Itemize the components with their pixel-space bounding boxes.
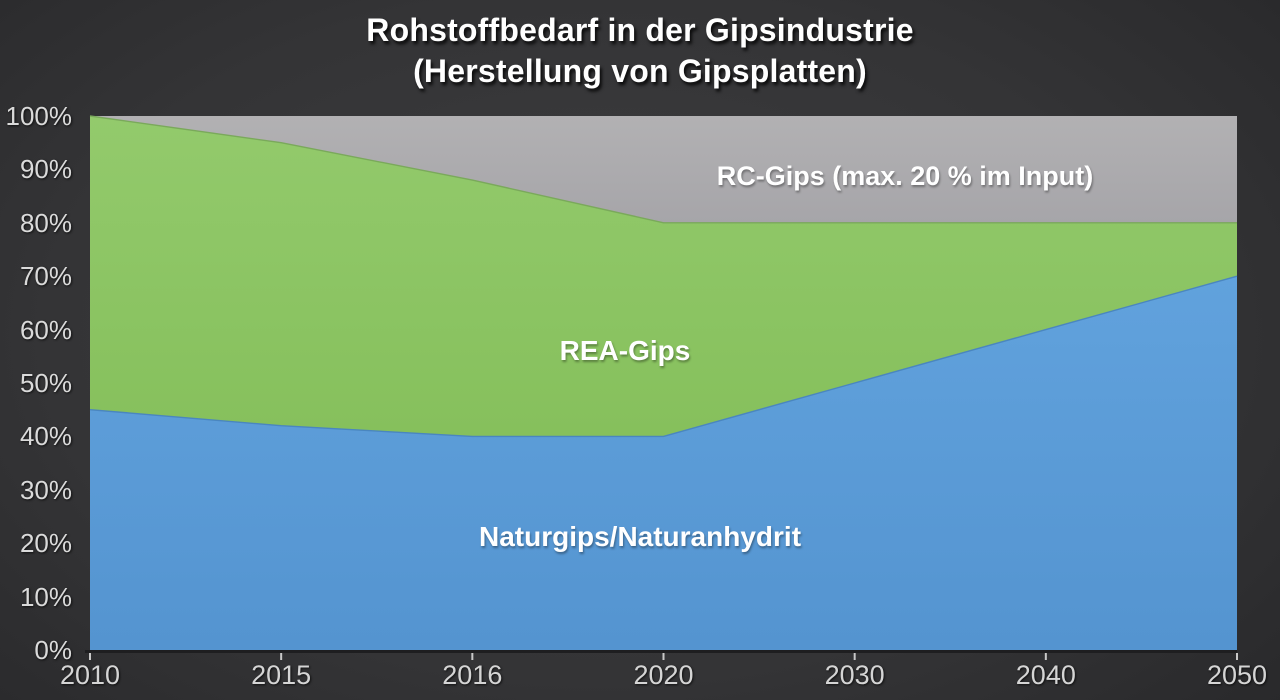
edge-naturgips-naturanhydrit [89,275,1238,438]
x-axis-label-2010: 2010 [59,660,121,690]
x-axis: 2010 2015 2016 2020 2030 2040 2050 [60,660,1267,694]
x-axis-label-2030: 2030 [824,660,885,690]
area-naturgips-naturanhydrit [90,276,1237,650]
y-axis-label-80: 80% [19,207,72,238]
y-axis-label-30: 30% [19,474,72,505]
y-axis-label-60: 60% [19,314,72,345]
y-axis-label-100: 100% [5,101,73,131]
y-axis-label-50: 50% [19,368,72,398]
chart-title-line2: (Herstellung von Gipsplatten) [413,53,867,89]
area-label-rc-gips: RC-Gips (max. 20 % im Input) [716,161,1094,191]
y-axis-label-90: 90% [19,154,72,185]
x-axis-label-2040: 2040 [1015,660,1076,690]
stacked-area-svg [85,115,1238,660]
area-rc-gips [90,116,1237,223]
x-axis-label-2020: 2020 [633,660,694,690]
chart-title: Rohstoffbedarf in der Gipsindustrie (Her… [0,10,1280,92]
chart-title-line1: Rohstoffbedarf in der Gipsindustrie [366,12,914,48]
x-axis-label-2050: 2050 [1206,660,1268,690]
y-axis: 100% 90% 80% 70% 60% 50% 40% 30% 20% 10% 0% [0,102,76,664]
x-axis-label-2016: 2016 [442,660,503,690]
x-axis-label-2015: 2015 [251,660,312,690]
y-axis-label-20: 20% [19,528,72,559]
y-axis-label-10: 10% [19,581,72,612]
area-label-rea-gips: REA-Gips [559,335,691,366]
y-axis-label-40: 40% [19,421,72,452]
area-label-naturgips: Naturgips/Naturanhydrit [478,521,802,552]
y-axis-label-0: 0% [34,635,72,665]
plot-area [85,115,1238,660]
edge-rea-gips [89,115,1237,224]
y-axis-label-70: 70% [19,261,72,292]
